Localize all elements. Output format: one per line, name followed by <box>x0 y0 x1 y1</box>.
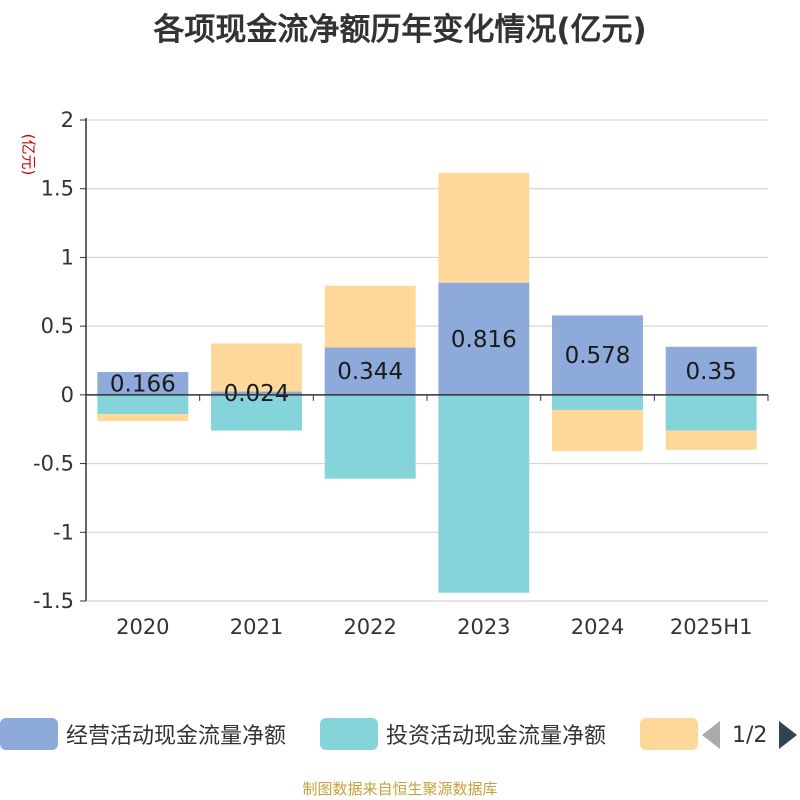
bar-investing <box>438 394 530 593</box>
y-tick-label: -1.5 <box>33 589 74 613</box>
bar-investing <box>552 394 643 410</box>
x-tick-label: 2024 <box>571 615 624 639</box>
source-note: 制图数据来自恒生聚源数据库 <box>302 780 498 798</box>
legend-item-financing[interactable] <box>640 714 706 754</box>
bar-financing <box>324 285 416 348</box>
legend-label: 投资活动现金流量净额 <box>386 724 607 749</box>
x-tick-label: 2021 <box>230 615 283 639</box>
bar-financing <box>665 430 757 450</box>
bar-investing <box>97 394 189 415</box>
bar-financing <box>211 343 302 392</box>
data-label: 0.166 <box>110 371 176 397</box>
x-tick-label: 2022 <box>343 615 396 639</box>
legend-swatch <box>640 718 698 750</box>
x-tick-label: 2025H1 <box>670 615 753 639</box>
y-tick-label: 1.5 <box>41 177 74 201</box>
bar-financing <box>438 172 530 283</box>
y-tick-label: 2 <box>61 108 74 132</box>
bar-financing <box>552 409 643 452</box>
bar-chart: 21.510.50-0.5-1-1.50.166 0.0240.3440.8160… <box>33 108 769 639</box>
bar-operating <box>97 372 189 395</box>
legend-item-operating[interactable]: 经营活动现金流量净额 <box>0 714 286 754</box>
bar-operating <box>665 346 757 395</box>
legend-prev-arrow-icon[interactable] <box>702 721 720 749</box>
x-tick-label: 2020 <box>116 615 169 639</box>
bar-investing <box>665 394 757 431</box>
bar-investing <box>211 394 302 431</box>
y-tick-label: 0 <box>61 383 74 407</box>
x-tick-label: 2023 <box>457 615 510 639</box>
legend-swatch <box>320 718 378 750</box>
bar-financing <box>97 414 189 421</box>
bar-operating <box>552 315 643 395</box>
bar-operating <box>438 282 530 395</box>
data-label: 0.816 <box>451 327 517 353</box>
legend-pager: 1/2 <box>702 718 798 752</box>
bar-operating <box>211 391 302 395</box>
data-label: 0.578 <box>565 343 631 369</box>
data-label: 0.35 <box>686 359 737 385</box>
legend-label: 经营活动现金流量净额 <box>66 724 287 749</box>
chart-title: 各项现金流净额历年变化情况(亿元) <box>153 12 647 48</box>
bar-investing <box>324 394 416 479</box>
legend: 经营活动现金流量净额 投资活动现金流量净额 <box>0 714 800 754</box>
data-label: 0.344 <box>337 359 403 385</box>
legend-page-indicator: 1/2 <box>732 722 768 748</box>
y-tick-label: 0.5 <box>41 314 74 338</box>
y-tick-label: 1 <box>61 245 74 269</box>
legend-next-arrow-icon[interactable] <box>779 721 798 749</box>
bar-operating <box>324 347 416 395</box>
legend-item-investing[interactable]: 投资活动现金流量净额 <box>320 714 606 754</box>
y-tick-label: -1 <box>53 520 74 544</box>
legend-swatch <box>0 718 58 750</box>
y-tick-label: -0.5 <box>33 452 74 476</box>
